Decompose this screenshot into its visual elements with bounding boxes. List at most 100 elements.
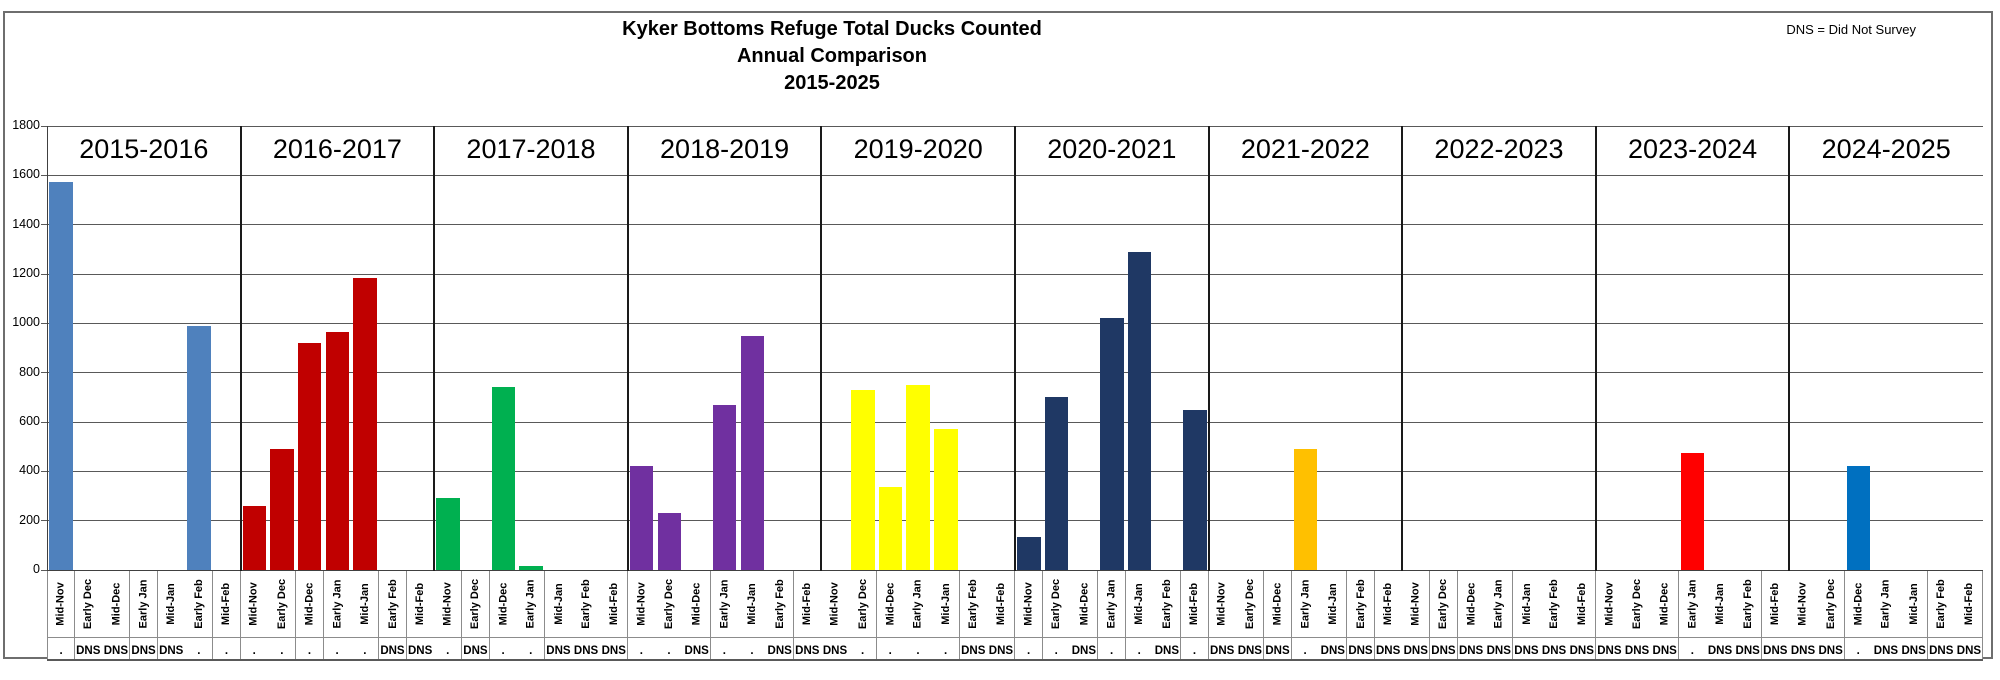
period-label: Early Feb (1540, 571, 1569, 637)
period-label: Mid-Jan (1706, 571, 1735, 637)
period-label: Mid-Feb (406, 571, 435, 637)
survey-status: . (904, 637, 933, 659)
group-divider (1594, 126, 1597, 637)
survey-status: . (1042, 637, 1071, 659)
survey-status: DNS (821, 637, 850, 659)
period-label: Early Dec (1817, 571, 1846, 637)
period-label: Early Feb (1346, 571, 1376, 637)
duck-count-bar (1293, 449, 1318, 570)
period-label: Mid-Dec (1651, 571, 1680, 637)
period-label: Early Jan (129, 571, 159, 637)
chart-title-line1: Kyker Bottoms Refuge Total Ducks Counted (622, 18, 1042, 40)
period-label: Early Jan (323, 571, 352, 637)
period-label: Mid-Nov (1015, 571, 1044, 637)
group-divider (1207, 126, 1210, 637)
y-axis-label: 400 (19, 463, 40, 478)
period-label: Early Feb (1927, 571, 1956, 637)
survey-status: DNS (1512, 637, 1541, 659)
period-label: Mid-Nov (1595, 571, 1624, 637)
period-label: Mid-Nov (627, 571, 656, 637)
period-label: Early Jan (517, 571, 546, 637)
survey-status: DNS (1789, 637, 1818, 659)
survey-status: DNS (1429, 637, 1458, 659)
period-label: Mid-Feb (987, 571, 1016, 637)
y-axis-label: 1200 (12, 266, 40, 280)
period-label: Mid-Feb (212, 571, 242, 637)
survey-status: . (655, 637, 684, 659)
survey-status: . (1678, 637, 1707, 659)
survey-status: DNS (572, 637, 601, 659)
survey-status: DNS (1761, 637, 1790, 659)
axis-tick (41, 125, 47, 127)
period-label: Early Dec (849, 571, 878, 637)
survey-status: . (240, 637, 269, 659)
survey-status: DNS (1734, 637, 1763, 659)
y-axis-label: 800 (19, 364, 40, 379)
survey-status: . (710, 637, 739, 659)
period-label: Mid-Jan (351, 571, 380, 637)
period-label: Early Dec (1236, 571, 1265, 637)
year-group-header: 2017-2018 (466, 134, 596, 164)
duck-count-bar (187, 325, 211, 570)
survey-status: . (849, 637, 878, 659)
survey-status: . (1291, 637, 1320, 659)
period-label: Early Dec (268, 571, 297, 637)
survey-status: DNS (1651, 637, 1680, 659)
period-label: Mid-Dec (1844, 571, 1873, 637)
survey-status: DNS (1955, 637, 1984, 659)
period-label: Mid-Jan (544, 571, 573, 637)
axis-tick (41, 569, 47, 571)
survey-status: . (185, 637, 214, 659)
period-label: Early Jan (710, 571, 739, 637)
period-label: Mid-Nov (821, 571, 850, 637)
survey-status: DNS (1374, 637, 1403, 659)
duck-count-bar (491, 387, 516, 570)
chart-title-line3: 2015-2025 (784, 72, 880, 94)
period-label: Mid-Feb (1761, 571, 1790, 637)
period-label: Mid-Nov (1789, 571, 1818, 637)
duck-count-bar (436, 498, 460, 570)
period-label: Mid-Dec (1457, 571, 1486, 637)
survey-status: . (1015, 637, 1044, 659)
period-label: Mid-Jan (738, 571, 767, 637)
period-label: Early Jan (1291, 571, 1320, 637)
survey-status: . (1125, 637, 1154, 659)
survey-status: . (47, 637, 76, 659)
period-label: Mid-Jan (1900, 571, 1929, 637)
duck-count-bar (1017, 536, 1041, 570)
group-divider (1401, 126, 1404, 637)
survey-status: DNS (74, 637, 103, 659)
survey-status: DNS (1457, 637, 1486, 659)
duck-count-bar (1680, 452, 1705, 570)
period-label: Early Feb (185, 571, 214, 637)
survey-status: DNS (1263, 637, 1293, 659)
period-label: Early Feb (959, 571, 988, 637)
period-label: Early Jan (1872, 571, 1901, 637)
survey-status: DNS (1346, 637, 1376, 659)
survey-status: . (738, 637, 767, 659)
year-group-header: 2022-2023 (1434, 134, 1564, 164)
survey-status: . (1844, 637, 1873, 659)
axis-tick (41, 273, 47, 275)
axis-tick (41, 174, 47, 176)
survey-status: . (1097, 637, 1127, 659)
duck-count-bar (270, 449, 294, 570)
period-label: Mid-Jan (1319, 571, 1348, 637)
period-label: Early Jan (1097, 571, 1127, 637)
duck-count-bar (629, 466, 654, 570)
axis-tick (41, 224, 47, 226)
duck-count-bar (1127, 251, 1152, 570)
period-label: Mid-Nov (1402, 571, 1431, 637)
year-group-header: 2024-2025 (1821, 134, 1951, 164)
survey-status: DNS (544, 637, 573, 659)
duck-count-bar (325, 331, 350, 570)
period-label: Mid-Dec (295, 571, 325, 637)
survey-status: DNS (600, 637, 629, 659)
survey-status: . (268, 637, 297, 659)
period-label: Mid-Feb (1955, 571, 1984, 637)
period-label: Mid-Nov (47, 571, 76, 637)
survey-status: DNS (1872, 637, 1901, 659)
y-axis-label: 0 (33, 562, 40, 576)
x-axis-bottom-border (47, 659, 1983, 661)
y-axis-label: 200 (19, 512, 40, 527)
